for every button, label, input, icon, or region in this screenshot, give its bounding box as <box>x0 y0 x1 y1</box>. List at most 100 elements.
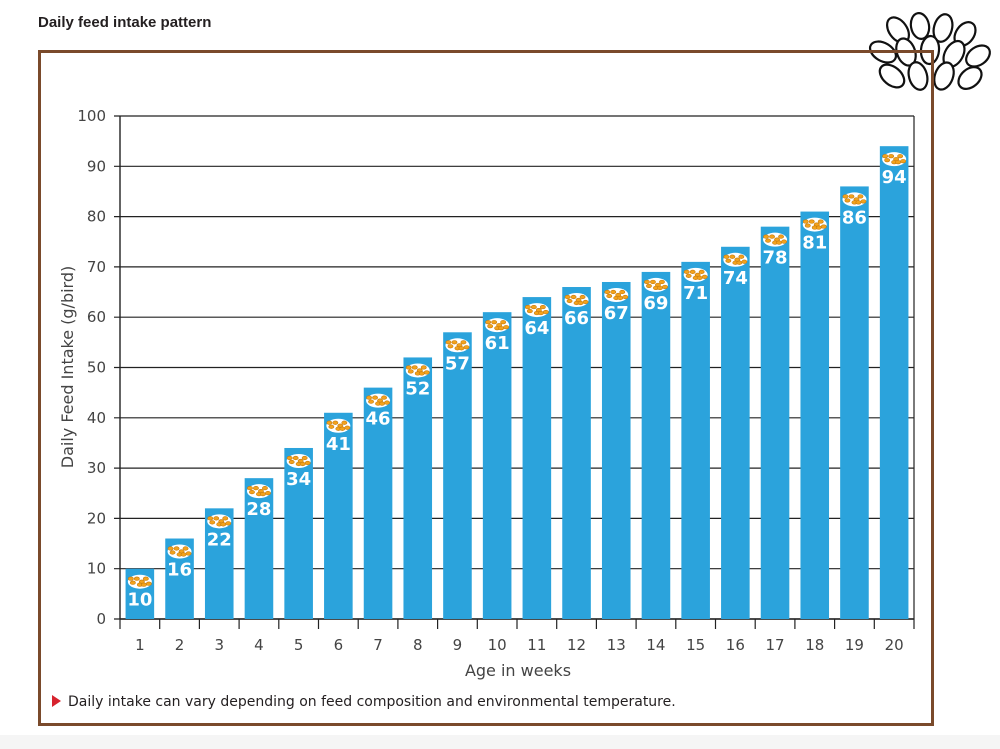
y-axis-ticks: 0 10 20 30 40 50 60 70 80 90 100 <box>77 107 106 628</box>
feed-pellets-icon <box>485 318 510 333</box>
x-tick-label: 20 <box>885 636 904 654</box>
x-tick-label: 3 <box>214 636 224 654</box>
x-tick-label: 1 <box>135 636 145 654</box>
x-tick-label: 9 <box>453 636 463 654</box>
bars: 10 16 22 28 34 41 46 52 57 61 64 66 67 69 71 74 78 81 86 94 <box>125 146 909 620</box>
bar <box>324 412 353 619</box>
data-label: 52 <box>405 378 430 399</box>
bar <box>244 478 274 619</box>
data-label: 61 <box>485 333 510 354</box>
bar <box>601 281 631 619</box>
y-tick-label: 90 <box>87 157 106 175</box>
bar <box>641 271 671 619</box>
x-tick-label: 13 <box>607 636 626 654</box>
y-tick-label: 20 <box>87 509 106 527</box>
data-label: 81 <box>802 233 827 254</box>
feed-pellets-icon <box>604 287 629 302</box>
x-tick-label: 15 <box>686 636 705 654</box>
bar <box>681 261 710 619</box>
x-tick-label: 16 <box>726 636 745 654</box>
feed-pellets-icon <box>763 232 788 247</box>
y-tick-label: 60 <box>87 308 106 326</box>
x-tick-label: 2 <box>175 636 185 654</box>
data-label: 94 <box>882 167 907 188</box>
x-tick-label: 6 <box>334 636 344 654</box>
x-tick-label: 7 <box>373 636 383 654</box>
feed-pellets-icon <box>723 252 748 267</box>
y-tick-label: 10 <box>87 560 106 578</box>
bar <box>879 146 909 619</box>
triangle-bullet-icon <box>52 695 61 707</box>
footnote-text: Daily intake can vary depending on feed … <box>68 694 676 710</box>
feed-pellets-icon <box>286 453 311 468</box>
x-axis-title: Age in weeks <box>465 661 571 680</box>
data-label: 16 <box>167 560 192 581</box>
feed-pellets-icon <box>207 514 232 529</box>
x-tick-label: 12 <box>567 636 586 654</box>
x-tick-label: 5 <box>294 636 304 654</box>
data-label: 86 <box>842 207 867 228</box>
bar <box>363 387 393 619</box>
feed-pellets-icon <box>524 303 549 318</box>
y-tick-label: 100 <box>77 107 106 125</box>
footnote: Daily intake can vary depending on feed … <box>52 694 676 710</box>
bar <box>443 332 472 619</box>
bar <box>403 357 433 619</box>
feed-pellets-icon <box>842 192 867 207</box>
x-tick-label: 10 <box>488 636 507 654</box>
feed-pellets-icon <box>683 267 708 282</box>
bar <box>760 226 790 619</box>
data-label: 67 <box>604 303 629 324</box>
data-label: 28 <box>246 499 271 520</box>
page-title: Daily feed intake pattern <box>38 14 212 31</box>
data-label: 66 <box>564 308 589 329</box>
bar <box>562 287 591 619</box>
data-label: 46 <box>366 409 391 430</box>
feed-pellets-icon <box>882 152 907 167</box>
data-label: 69 <box>643 293 668 314</box>
y-tick-label: 50 <box>87 359 106 377</box>
data-label: 64 <box>524 318 549 339</box>
y-axis-title: Daily Feed Intake (g/bird) <box>58 266 77 468</box>
data-label: 74 <box>723 268 748 289</box>
feed-pellets-icon <box>366 393 391 408</box>
feed-pellets-icon <box>167 544 192 559</box>
data-label: 57 <box>445 353 470 374</box>
data-label: 71 <box>683 283 708 304</box>
x-tick-label: 11 <box>527 636 546 654</box>
y-tick-label: 30 <box>87 459 106 477</box>
y-tick-label: 0 <box>96 610 106 628</box>
x-tick-label: 14 <box>646 636 665 654</box>
bar <box>721 246 750 619</box>
page-bottom-strip <box>0 735 1000 749</box>
bar <box>800 211 830 619</box>
data-label: 34 <box>286 469 311 490</box>
feed-pellets-icon <box>127 574 152 589</box>
y-tick-label: 70 <box>87 258 106 276</box>
data-label: 78 <box>763 248 788 269</box>
bar <box>284 447 313 619</box>
x-axis-ticks: 1 2 3 4 5 6 7 8 9 10 11 12 13 14 15 16 17 18 19 20 <box>119 619 915 654</box>
x-tick-label: 17 <box>766 636 785 654</box>
feed-pellets-icon <box>564 293 589 308</box>
data-label: 41 <box>326 434 351 455</box>
y-tick-label: 40 <box>87 409 106 427</box>
bar <box>522 297 552 619</box>
grid-lines <box>114 115 915 620</box>
y-tick-label: 80 <box>87 208 106 226</box>
data-label: 22 <box>207 529 232 550</box>
feed-pellets-icon <box>326 418 351 433</box>
x-tick-label: 4 <box>254 636 264 654</box>
x-tick-label: 8 <box>413 636 423 654</box>
data-label: 10 <box>127 590 152 611</box>
bar <box>482 312 512 619</box>
x-tick-label: 18 <box>805 636 824 654</box>
bar <box>840 186 869 620</box>
x-tick-label: 19 <box>845 636 864 654</box>
chart-frame <box>38 50 934 726</box>
feed-pellets-icon <box>643 277 668 292</box>
feed-pellets-icon <box>246 484 271 499</box>
feed-pellets-icon <box>445 338 470 353</box>
feed-pellets-icon <box>405 363 430 378</box>
